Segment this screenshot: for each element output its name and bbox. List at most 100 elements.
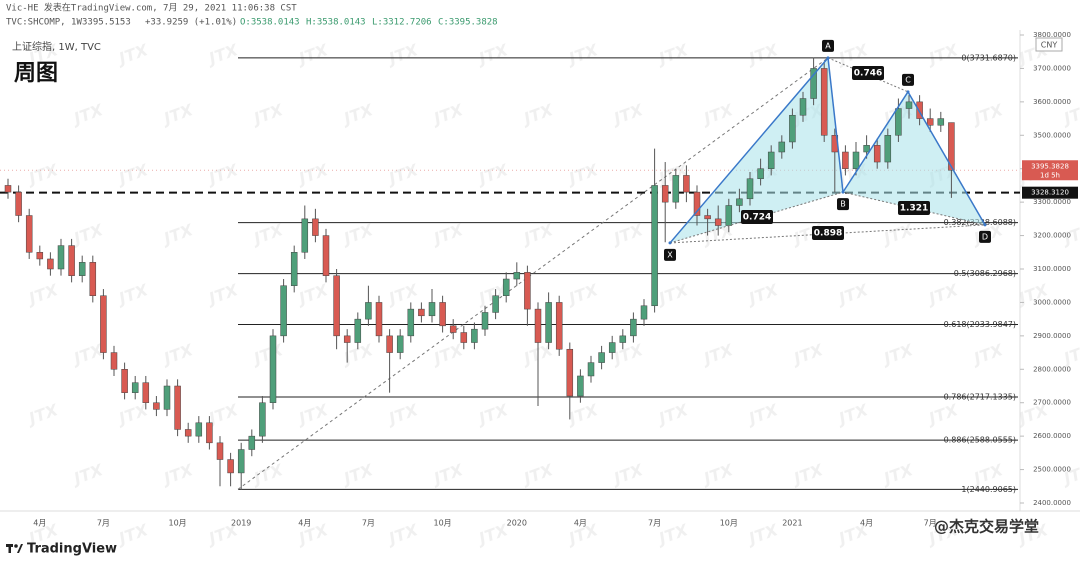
y-tick-label: 2800.0000 [1033, 365, 1071, 373]
candle-body [937, 118, 945, 126]
candle-body [778, 141, 786, 153]
x-tick-label: 7月 [97, 519, 110, 528]
ratio-label: 0.724 [743, 213, 771, 223]
candle-body [916, 101, 923, 119]
fib-diagonal [237, 57, 829, 490]
x-tick-label: 2019 [231, 519, 251, 528]
pattern-leg [669, 57, 829, 244]
candle-body [555, 302, 563, 350]
pattern-point-label: A [825, 41, 831, 50]
y-tick-label: 3800.0000 [1033, 31, 1071, 39]
fib-label: 0.886(2588.0555) [944, 436, 1016, 445]
candle-body [799, 98, 807, 116]
candle-body [174, 385, 181, 430]
x-tick-label: 2020 [507, 519, 527, 528]
ratio-label: 1.321 [900, 204, 928, 214]
ratio-box [852, 66, 884, 80]
x-tick-label: 10月 [169, 519, 187, 528]
x-tick-label: 7月 [648, 519, 661, 528]
support-box [1022, 186, 1078, 199]
symbol: TVC:SHCOMP, 1W [6, 18, 82, 28]
candle-body [566, 348, 574, 397]
change: +33.9259 (+1.01%) [145, 18, 237, 28]
candle-body [110, 352, 118, 370]
candle-body [640, 305, 648, 320]
y-tick-label: 3200.0000 [1033, 232, 1071, 240]
last-price-label: 3395.3828 [1031, 162, 1069, 170]
fib-label: 0.5(3086.2968) [954, 269, 1016, 278]
candle-body [121, 369, 128, 393]
pattern-point [983, 223, 987, 227]
fib-label: 0.786(2717.1335) [944, 392, 1016, 401]
candle-body [736, 198, 743, 206]
candle-body [184, 429, 192, 437]
candle-body [439, 302, 446, 327]
y-tick-label: 3500.0000 [1033, 131, 1071, 139]
pattern-bcd [843, 91, 985, 225]
x-tick-label: 4月 [298, 519, 311, 528]
y-tick-label: 3300.0000 [1033, 198, 1071, 206]
candle-body [502, 278, 510, 296]
candle-body [577, 375, 584, 397]
pattern-point [906, 90, 910, 94]
candle-body [248, 435, 256, 450]
ohlc-high: H:3538.0143 [306, 18, 366, 28]
candle-body [746, 178, 754, 200]
x-tick-label: 2021 [782, 519, 802, 528]
candle-body [725, 205, 733, 226]
candle-body [365, 302, 372, 320]
pattern-point-box [979, 230, 991, 243]
y-tick-label: 2400.0000 [1033, 499, 1071, 507]
candle-body [852, 151, 860, 169]
candle-body [683, 175, 690, 193]
candle-body [714, 218, 722, 226]
candle-body [301, 218, 309, 253]
candle-body [608, 342, 616, 353]
candle-body [195, 422, 203, 437]
pattern-point [668, 241, 672, 245]
candle-body [312, 218, 319, 236]
candle-body [57, 245, 65, 270]
x-tick-label: 4月 [33, 519, 46, 528]
fib-label: 0(3731.6870) [961, 53, 1016, 62]
pattern-point [826, 56, 830, 60]
candle-body [131, 382, 139, 393]
x-tick-label: 4月 [574, 519, 587, 528]
candle-body [863, 145, 870, 153]
candle-body [100, 295, 107, 353]
y-tick-label: 2600.0000 [1033, 432, 1071, 440]
brand-logo [6, 544, 23, 553]
candle-body [905, 101, 913, 109]
pattern-point-label: C [905, 75, 911, 84]
candle-body [757, 168, 764, 179]
candle-body [587, 362, 595, 377]
y-tick-label: 2700.0000 [1033, 399, 1071, 407]
candle-body [78, 262, 86, 276]
currency: CNY [1041, 41, 1058, 50]
pattern-point-box [902, 73, 914, 86]
candle-body [25, 215, 33, 253]
candle-body [15, 191, 22, 216]
candle-body [704, 215, 711, 220]
candle-body [354, 318, 362, 343]
ratio-label: 0.746 [854, 69, 882, 79]
y-tick-label: 2500.0000 [1033, 466, 1071, 474]
x-tick-label: 10月 [720, 519, 738, 528]
pattern-leg [842, 91, 909, 193]
candle-body [630, 318, 637, 337]
candle-body [449, 325, 457, 333]
ratio-box [812, 226, 844, 240]
candle-body [47, 258, 54, 270]
candle-body [396, 335, 404, 353]
candle-body [460, 332, 468, 343]
pattern-point-label: B [840, 200, 846, 209]
candle-body [842, 151, 849, 169]
candle-body [693, 191, 701, 216]
timeframe: 周图 [14, 61, 58, 86]
y-tick-label: 3000.0000 [1033, 298, 1071, 306]
publisher: Vic-HE 发表在TradingView.com, 7月 29, 2021 1… [6, 2, 297, 14]
pattern-point-label: X [667, 250, 673, 259]
candle-body [534, 308, 542, 343]
